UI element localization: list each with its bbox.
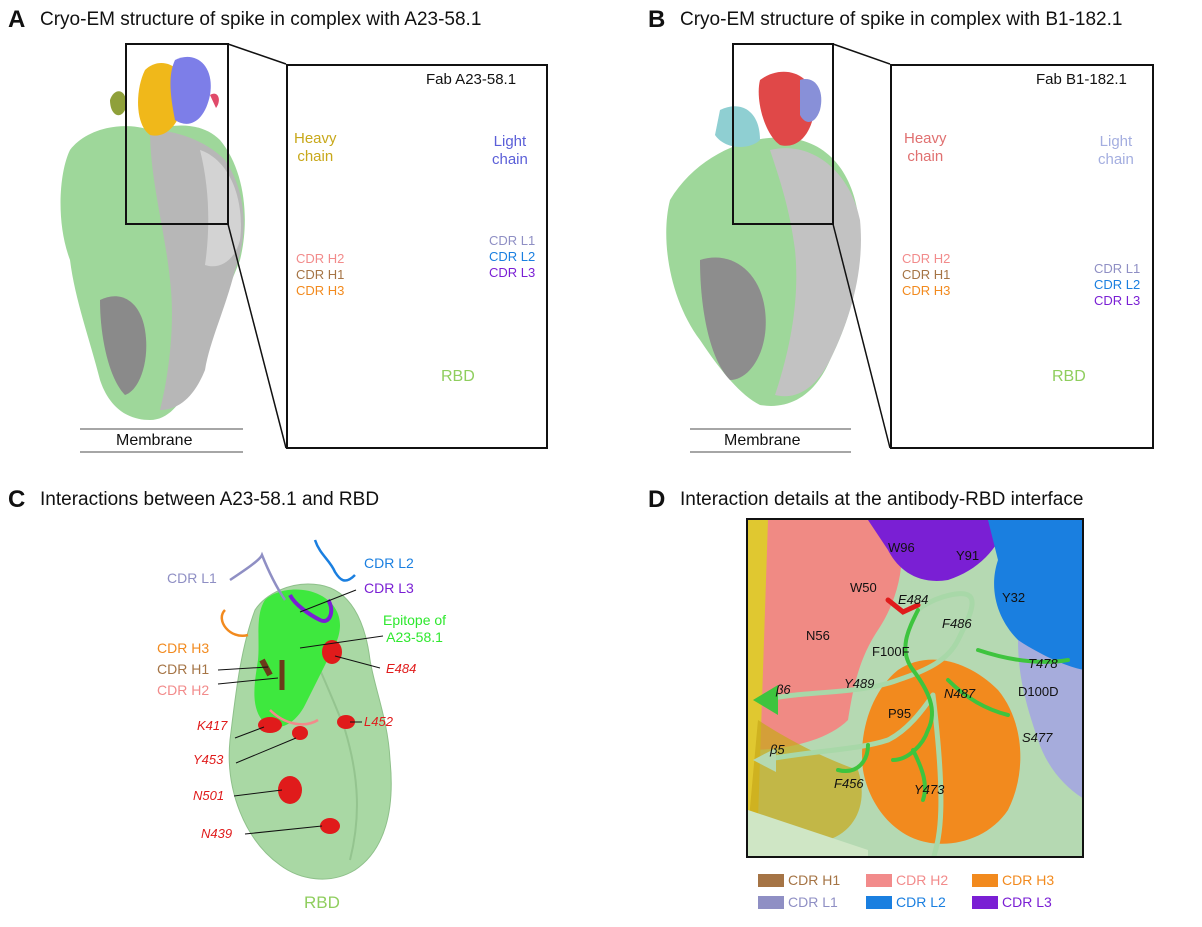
legend-swatch-h3: [972, 874, 998, 887]
panel-c-cdr-l1: CDR L1: [167, 570, 217, 586]
panel-c-rbd-label: RBD: [304, 893, 340, 912]
panel-a-cdr-l3: CDR L3: [489, 265, 536, 280]
panel-d-res-f456: F456: [834, 776, 864, 791]
panel-b-fab-label: Fab B1-182.1: [1036, 71, 1127, 88]
panel-a-letter: A: [8, 6, 26, 33]
panel-a-rbd-label: RBD: [441, 368, 475, 385]
panel-c-cdr-l2: CDR L2: [364, 555, 414, 571]
legend-label-h1: CDR H1: [788, 872, 841, 888]
panel-c-res-n439: N439: [201, 826, 233, 841]
panel-d-res-n56: N56: [806, 628, 830, 643]
panel-a-cdr-h3: CDR H3: [296, 283, 345, 298]
spike-map-a: [60, 56, 245, 420]
panel-a-title: Cryo-EM structure of spike in complex wi…: [40, 9, 482, 30]
panel-a-membrane-label: Membrane: [116, 432, 193, 449]
panel-d-res-beta6: β6: [776, 682, 791, 697]
panel-d-res-beta5: β5: [770, 742, 785, 757]
panel-d-res-f100f: F100F: [872, 644, 910, 659]
panel-b-heavy-label: Heavy chain: [904, 130, 947, 165]
panel-d-res-p95: P95: [888, 706, 912, 721]
panel-b-rbd-label: RBD: [1052, 368, 1086, 385]
panel-c-res-l452: L452: [364, 714, 393, 729]
legend-swatch-l3: [972, 896, 998, 909]
panel-b-title: Cryo-EM structure of spike in complex wi…: [680, 9, 1123, 30]
interface-surface: [748, 520, 1082, 856]
panel-c-epitope-label: Epitope of A23-58.1: [383, 612, 447, 645]
spike-map-b: [666, 71, 861, 406]
legend-label-h3: CDR H3: [1002, 872, 1055, 888]
panel-c-res-k417: K417: [197, 718, 228, 733]
panel-c-title: Interactions between A23-58.1 and RBD: [40, 489, 380, 510]
epitope-surface: [254, 589, 340, 728]
panel-b-cdr-h3: CDR H3: [902, 283, 951, 298]
panel-c-cdr-h3: CDR H3: [157, 640, 210, 656]
panel-b-letter: B: [648, 6, 666, 33]
panel-d-res-e484: E484: [898, 592, 929, 607]
panel-b-cdr-l3: CDR L3: [1094, 293, 1141, 308]
panel-d-res-y91: Y91: [956, 548, 980, 563]
panel-a-fab-label: Fab A23-58.1: [426, 71, 517, 88]
legend-label-h2: CDR H2: [896, 872, 949, 888]
legend-swatch-h2: [866, 874, 892, 887]
panel-d-res-w96: W96: [888, 540, 915, 555]
panel-d-res-s477: S477: [1022, 730, 1053, 745]
panel-a-cdr-h2: CDR H2: [296, 251, 345, 266]
panel-a-cdr-l1: CDR L1: [489, 233, 536, 248]
panel-c-res-e484: E484: [386, 661, 417, 676]
panel-c-letter: C: [8, 486, 26, 513]
panel-d-letter: D: [648, 486, 666, 513]
panel-a-heavy-label: Heavy chain: [294, 130, 337, 165]
panel-d-res-n487: N487: [944, 686, 976, 701]
panel-b-cdr-l2: CDR L2: [1094, 277, 1141, 292]
panel-d-res-y489: Y489: [844, 676, 875, 691]
panel-c-res-n501: N501: [193, 788, 225, 803]
panel-a-cdr-l2: CDR L2: [489, 249, 536, 264]
panel-c-cdr-h1: CDR H1: [157, 661, 210, 677]
panel-d-interface-box: W96 Y91 W50 E484 Y32 N56 F486 F100F T478…: [746, 518, 1084, 858]
legend-label-l2: CDR L2: [896, 894, 946, 910]
panel-b-light-label: Light chain: [1098, 133, 1134, 168]
panel-a-light-label: Light chain: [492, 133, 528, 168]
panel-b-membrane-label: Membrane: [724, 432, 801, 449]
panel-b-cdr-h2: CDR H2: [902, 251, 951, 266]
panel-b-zoom-box: [890, 64, 1154, 449]
panel-d-res-y473: Y473: [914, 782, 945, 797]
panel-d-res-f486: F486: [942, 616, 972, 631]
cdr-loops: [220, 539, 356, 726]
legend-swatch-h1: [758, 874, 784, 887]
panel-a-zoom-box: [286, 64, 548, 449]
panel-d-res-t478: T478: [1028, 656, 1058, 671]
panel-c-cdr-l3: CDR L3: [364, 580, 414, 596]
residue-patches: [258, 640, 355, 834]
panel-d-res-w50: W50: [850, 580, 877, 595]
panel-d-res-d100d: D100D: [1018, 684, 1059, 699]
panel-a-cdr-h1: CDR H1: [296, 267, 345, 282]
panel-b-cdr-h1: CDR H1: [902, 267, 951, 282]
legend-swatch-l1: [758, 896, 784, 909]
legend-label-l3: CDR L3: [1002, 894, 1052, 910]
panel-b-cdr-l1: CDR L1: [1094, 261, 1141, 276]
legend-label-l1: CDR L1: [788, 894, 838, 910]
panel-d-title: Interaction details at the antibody-RBD …: [680, 489, 1084, 510]
panel-c-cdr-h2: CDR H2: [157, 682, 210, 698]
legend-swatch-l2: [866, 896, 892, 909]
panel-d-res-y32: Y32: [1002, 590, 1026, 605]
panel-c-res-y453: Y453: [193, 752, 224, 767]
